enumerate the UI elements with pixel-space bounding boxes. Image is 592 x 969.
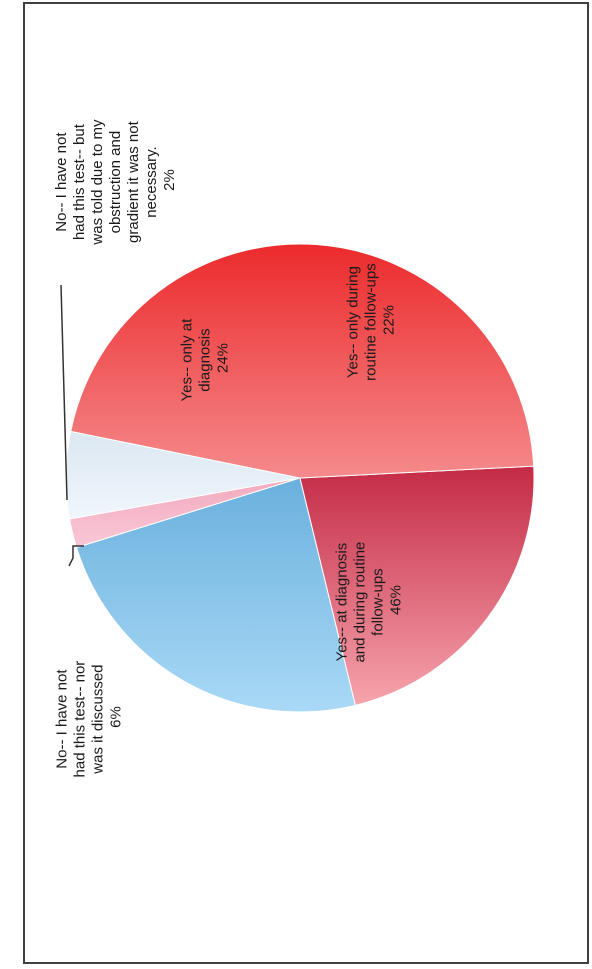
slice-only-follow-ups — [299, 465, 535, 706]
slice-label-only-follow-ups: Yes-- only during routine follow-ups 22% — [345, 259, 398, 381]
slice-label-not-discussed: No-- I have not had this test-- nor was … — [54, 657, 125, 778]
leader-line-2 — [60, 284, 68, 501]
slice-diagnosis-and-follow-ups — [70, 243, 535, 479]
slice-only-diagnosis — [75, 477, 357, 713]
leader-line-1 — [68, 545, 84, 567]
slice-label-only-diagnosis: Yes-- only at diagnosis 24% — [179, 315, 232, 402]
slice-label-diagnosis-and-follow-ups: Yes-- at diagnosis and during routine fo… — [334, 537, 405, 662]
pie-slices — [65, 243, 535, 713]
slice-label-not-necessary: No-- I have not had this test-- but was … — [53, 115, 178, 245]
